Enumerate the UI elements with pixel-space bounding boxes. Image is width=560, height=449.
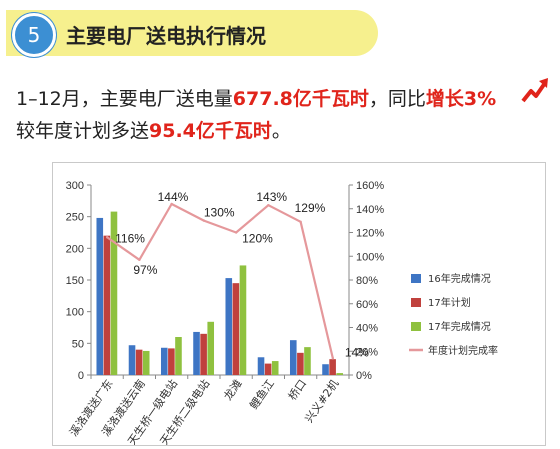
summary-text: 较年度计划多送 <box>16 120 150 142</box>
y-left-tick-label: 200 <box>66 243 84 255</box>
rate-data-label: 130% <box>204 206 235 220</box>
y-left-tick-label: 300 <box>66 180 84 192</box>
bar <box>110 211 118 375</box>
completion-rate-point <box>234 231 238 234</box>
bar <box>329 359 336 375</box>
bar <box>225 278 233 375</box>
total-volume-value: 677.8亿千瓦时 <box>232 88 369 110</box>
rate-data-label: 120% <box>242 232 273 246</box>
y-left-tick-label: 0 <box>78 370 84 382</box>
completion-rate-point <box>331 357 335 360</box>
bar <box>336 373 344 375</box>
bar <box>142 350 150 375</box>
section-title: 主要电厂送电执行情况 <box>66 24 266 48</box>
y-right-tick-label: 100% <box>356 251 384 263</box>
legend-label: 17年计划 <box>428 296 471 309</box>
rate-data-label: 143% <box>256 190 287 204</box>
legend-label: 17年完成情况 <box>428 320 491 333</box>
legend-swatch <box>411 298 421 307</box>
chart-frame: 0 50 100 150 200 250 300 0% 20% 40% 60% 80% 100% 120%… <box>52 162 546 446</box>
summary-line-2: 较年度计划多送95.4亿千瓦时。 <box>16 116 291 143</box>
y-left-tick-label: 150 <box>66 275 84 287</box>
y-right-tick-label: 60% <box>356 299 378 311</box>
bar <box>168 348 175 375</box>
bar <box>160 347 168 375</box>
completion-rate-point <box>299 220 302 224</box>
category-label: 桥口 <box>286 377 309 402</box>
rate-data-label: 129% <box>295 201 326 215</box>
completion-rate-point <box>267 203 270 207</box>
legend-swatch <box>411 274 421 283</box>
bar <box>304 347 311 375</box>
y-right-tick-label: 140% <box>356 204 384 216</box>
y-left-tick-label: 50 <box>72 338 84 350</box>
completion-rate-point <box>170 202 173 206</box>
power-delivery-chart: 0 50 100 150 200 250 300 0% 20% 40% 60% 80% 100% 120%… <box>66 180 498 445</box>
category-label: 龙滩 <box>220 377 244 403</box>
y-right-tick-label: 20% <box>356 346 378 358</box>
bar <box>232 283 240 375</box>
y-right-tick-label: 40% <box>356 323 378 335</box>
bar <box>297 352 304 375</box>
bar <box>257 357 265 375</box>
y-left-tick-label: 250 <box>66 212 84 224</box>
y-right-tick-label: 0% <box>356 370 372 382</box>
summary-text: ，同比 <box>368 88 426 110</box>
legend-label: 16年完成情况 <box>428 272 491 285</box>
bar <box>175 337 182 375</box>
bar <box>289 340 297 375</box>
y-right-tick-label: 80% <box>356 275 378 287</box>
trend-up-arrow-icon <box>521 78 548 103</box>
category-label: 鲤鱼江 <box>246 377 276 412</box>
bar <box>128 345 136 375</box>
completion-rate-point <box>105 236 109 239</box>
summary-text: 。 <box>271 120 291 142</box>
growth-value: 增长3% <box>425 88 497 110</box>
bar <box>271 361 279 375</box>
bar <box>322 364 329 375</box>
y-right-tick-label: 160% <box>356 180 384 192</box>
rate-data-label: 144% <box>158 190 189 204</box>
legend-label: 年度计划完成率 <box>428 344 498 357</box>
rate-data-label: 116% <box>115 231 145 245</box>
completion-rate-line <box>106 202 334 359</box>
section-banner <box>6 10 378 56</box>
y-right-tick-label: 120% <box>356 228 384 240</box>
rate-data-label: 14% <box>345 345 369 359</box>
bar <box>264 363 272 375</box>
summary-text: 1–12月，主要电厂送电量 <box>16 88 233 110</box>
y-left-tick-label: 100 <box>66 307 84 319</box>
bar <box>96 217 104 375</box>
section-number-badge: 5 <box>12 13 56 57</box>
rate-data-label: 97% <box>133 263 157 277</box>
bar <box>207 321 215 375</box>
bar <box>103 235 111 375</box>
bar <box>200 333 207 375</box>
bar <box>239 265 247 375</box>
completion-rate-point <box>138 258 141 262</box>
legend-swatch <box>411 322 421 331</box>
summary-line-1: 1–12月，主要电厂送电量677.8亿千瓦时，同比增长3% <box>16 84 496 111</box>
completion-rate-point <box>202 219 206 222</box>
bar <box>193 331 200 375</box>
plan-surplus-value: 95.4亿千瓦时 <box>149 120 272 142</box>
bar <box>135 349 143 375</box>
